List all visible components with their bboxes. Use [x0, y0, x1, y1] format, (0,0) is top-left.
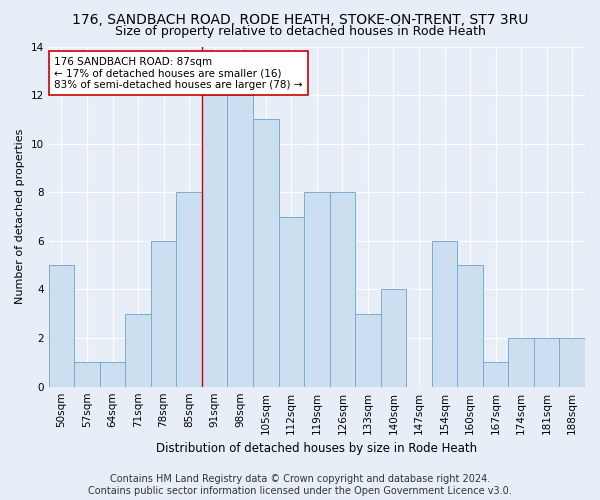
Text: 176, SANDBACH ROAD, RODE HEATH, STOKE-ON-TRENT, ST7 3RU: 176, SANDBACH ROAD, RODE HEATH, STOKE-ON… — [72, 12, 528, 26]
Bar — [380, 290, 406, 386]
Bar — [202, 95, 227, 386]
Text: Contains HM Land Registry data © Crown copyright and database right 2024.
Contai: Contains HM Land Registry data © Crown c… — [88, 474, 512, 496]
Bar — [100, 362, 125, 386]
Text: Size of property relative to detached houses in Rode Heath: Size of property relative to detached ho… — [115, 25, 485, 38]
Bar — [125, 314, 151, 386]
Bar — [483, 362, 508, 386]
Bar — [355, 314, 380, 386]
Bar — [534, 338, 559, 386]
Y-axis label: Number of detached properties: Number of detached properties — [15, 129, 25, 304]
Bar — [253, 120, 278, 386]
Bar — [227, 95, 253, 386]
Bar — [559, 338, 585, 386]
Bar — [432, 241, 457, 386]
X-axis label: Distribution of detached houses by size in Rode Heath: Distribution of detached houses by size … — [156, 442, 478, 455]
Bar — [304, 192, 329, 386]
Bar — [278, 216, 304, 386]
Bar — [176, 192, 202, 386]
Bar — [74, 362, 100, 386]
Bar — [508, 338, 534, 386]
Text: 176 SANDBACH ROAD: 87sqm
← 17% of detached houses are smaller (16)
83% of semi-d: 176 SANDBACH ROAD: 87sqm ← 17% of detach… — [54, 56, 302, 90]
Bar — [49, 265, 74, 386]
Bar — [457, 265, 483, 386]
Bar — [151, 241, 176, 386]
Bar — [329, 192, 355, 386]
